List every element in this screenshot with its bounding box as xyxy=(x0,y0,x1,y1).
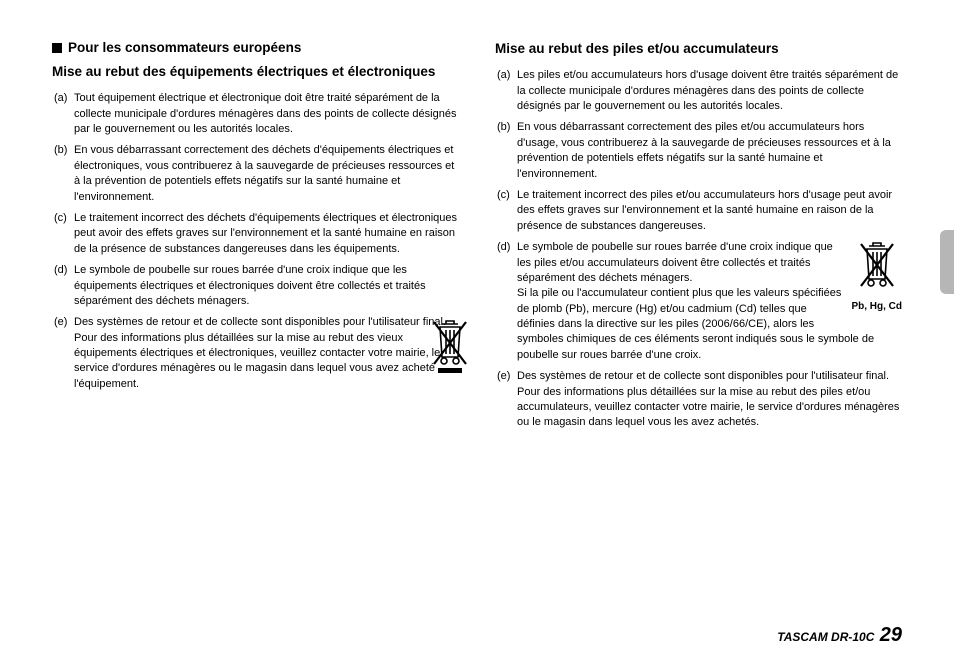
item-text: En vous débarrassant correctement des pi… xyxy=(517,120,902,182)
item-text-inner: Le symbole de poubelle sur roues barrée … xyxy=(517,241,874,361)
item-marker: (c) xyxy=(52,211,74,257)
right-subtitle: Mise au rebut des piles et/ou accumulate… xyxy=(495,40,902,58)
list-item: (a) Les piles et/ou accumulateurs hors d… xyxy=(495,68,902,114)
list-item: (e) Des systèmes de retour et de collect… xyxy=(52,315,459,392)
list-item: (d) Le symbole de poubelle sur roues bar… xyxy=(52,263,459,309)
list-item: (c) Le traitement incorrect des déchets … xyxy=(52,211,459,257)
page-number: 29 xyxy=(880,624,902,646)
item-text-inner: Le symbole de poubelle sur roues barrée … xyxy=(74,264,426,307)
item-text: Les piles et/ou accumulateurs hors d'usa… xyxy=(517,68,902,114)
page-footer: TASCAM DR-10C 29 xyxy=(777,624,902,647)
left-list: (a) Tout équipement électrique et électr… xyxy=(52,91,459,392)
list-item: (e) Des systèmes de retour et de collect… xyxy=(495,369,902,431)
item-marker: (b) xyxy=(52,143,74,205)
right-list: (a) Les piles et/ou accumulateurs hors d… xyxy=(495,68,902,431)
item-text: Des systèmes de retour et de collecte so… xyxy=(517,369,902,431)
item-text: Tout équipement électrique et électroniq… xyxy=(74,91,459,137)
item-marker: (b) xyxy=(495,120,517,182)
icon-caption: Pb, Hg, Cd xyxy=(851,300,902,314)
right-column: Mise au rebut des piles et/ou accumulate… xyxy=(495,40,902,437)
list-item: (a) Tout équipement électrique et électr… xyxy=(52,91,459,137)
square-bullet-icon xyxy=(52,43,62,53)
list-item: (d) xyxy=(495,240,902,363)
item-text: Pb, Hg, Cd Le symbole de poubelle sur ro… xyxy=(517,240,902,363)
section-heading-text: Pour les consommateurs européens xyxy=(68,40,301,55)
item-marker: (d) xyxy=(495,240,517,363)
item-text: En vous débarrassant correctement des dé… xyxy=(74,143,459,205)
item-text: Des systèmes de retour et de collecte so… xyxy=(74,315,459,392)
list-item: (b) En vous débarrassant correctement de… xyxy=(52,143,459,205)
list-item: (b) En vous débarrassant correctement de… xyxy=(495,120,902,182)
item-text: Le traitement incorrect des déchets d'éq… xyxy=(74,211,459,257)
item-marker: (a) xyxy=(495,68,517,114)
product-name: TASCAM DR-10C xyxy=(777,630,874,644)
item-marker: (e) xyxy=(495,369,517,431)
item-text: Le traitement incorrect des piles et/ou … xyxy=(517,188,902,234)
item-marker: (c) xyxy=(495,188,517,234)
side-tab xyxy=(940,230,954,294)
crossed-bin-icon xyxy=(428,318,472,379)
page-columns: Pour les consommateurs européens Mise au… xyxy=(52,40,902,437)
crossed-bin-icon xyxy=(855,240,899,290)
left-subtitle: Mise au rebut des équipements électrique… xyxy=(52,63,459,81)
section-heading: Pour les consommateurs européens xyxy=(52,40,459,55)
item-text: Le symbole de poubelle sur roues barrée … xyxy=(74,263,459,309)
item-marker: (a) xyxy=(52,91,74,137)
item-marker: (d) xyxy=(52,263,74,309)
item-marker: (e) xyxy=(52,315,74,392)
left-column: Pour les consommateurs européens Mise au… xyxy=(52,40,459,437)
crossed-bin-icon-wrap: Pb, Hg, Cd xyxy=(851,240,902,313)
list-item: (c) Le traitement incorrect des piles et… xyxy=(495,188,902,234)
